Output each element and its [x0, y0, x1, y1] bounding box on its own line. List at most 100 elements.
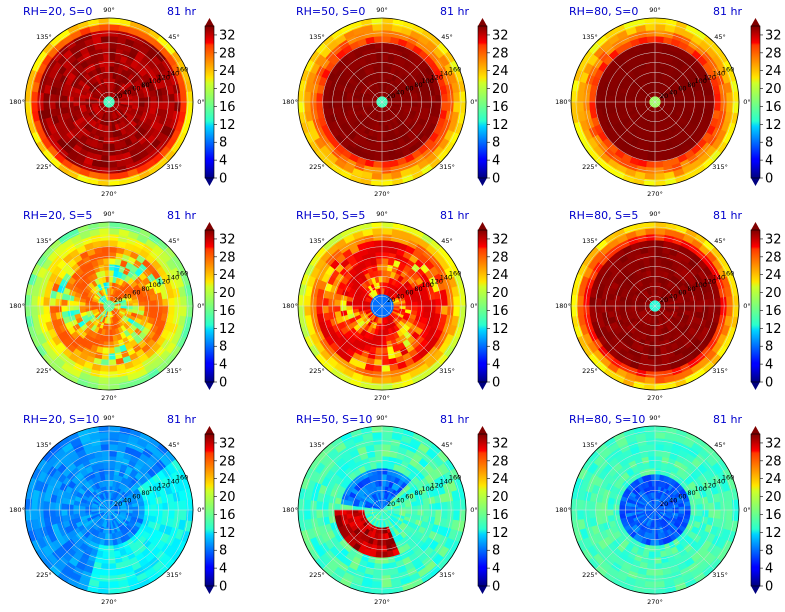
angle-tick-label: 135°	[582, 237, 598, 245]
angle-tick-label: 90°	[649, 6, 661, 14]
colorbar-tick-label: 16	[219, 304, 236, 319]
heatmap-cell	[144, 509, 152, 516]
colorbar-tick-label: 4	[219, 358, 227, 373]
colorbar-tick-label: 4	[492, 154, 500, 169]
panel-time-label: 81 hr	[713, 209, 742, 222]
heatmap-cell	[126, 509, 134, 514]
heatmap-cell	[84, 98, 92, 103]
heatmap-cell	[156, 94, 164, 103]
heatmap-cell	[381, 263, 388, 271]
angle-tick-label: 315°	[712, 367, 728, 375]
heatmap-cell	[423, 101, 431, 109]
colorbar-tick-label: 8	[765, 340, 773, 355]
heatmap-cell	[66, 96, 74, 103]
colorbar-tick-label: 32	[765, 28, 782, 43]
radial-tick-label: 40	[669, 88, 677, 96]
heatmap-cell	[650, 125, 656, 133]
heatmap-cell	[654, 65, 661, 73]
colorbar-tick-label: 24	[219, 268, 236, 283]
heatmap-cell	[101, 455, 110, 463]
heatmap-cell	[84, 506, 92, 511]
heatmap-cell	[654, 239, 664, 247]
panel-title: RH=80, S=0	[569, 5, 638, 18]
heatmap-cell	[104, 125, 110, 133]
heatmap-cell	[150, 509, 158, 517]
heatmap-cell	[588, 297, 596, 307]
heatmap-cell	[357, 302, 365, 307]
grid-spoke	[49, 101, 110, 162]
radial-tick-label: 140	[440, 70, 452, 78]
heatmap-cell	[381, 23, 393, 31]
heatmap-cell	[405, 101, 413, 107]
colorbar-outline	[204, 25, 215, 179]
heatmap-cell	[108, 443, 118, 451]
heatmap-cell	[381, 257, 389, 265]
heatmap-cell	[150, 305, 158, 313]
colorbar-tick-label: 20	[765, 82, 782, 97]
heatmap-cell	[696, 101, 704, 109]
angle-tick-label: 270°	[647, 190, 663, 198]
heatmap-cell	[647, 353, 656, 361]
colorbar-fill	[205, 26, 214, 178]
polar-panel-7: 0°45°90°135°180°225°270°315°20 40 60 801001…	[9, 413, 235, 606]
heatmap-cell	[381, 71, 387, 79]
heatmap-cell	[42, 297, 50, 307]
heatmap-cell	[684, 305, 692, 312]
heatmap-cell	[576, 295, 584, 307]
colorbar-extend-bottom	[478, 178, 487, 186]
panel-time-label: 81 hr	[440, 5, 469, 18]
angle-tick-label: 180°	[282, 98, 298, 106]
heatmap-cell	[714, 101, 722, 111]
heatmap-cell	[378, 119, 383, 127]
grid-spoke	[108, 101, 169, 162]
angle-tick-label: 90°	[103, 6, 115, 14]
colorbar-tick-label: 0	[492, 172, 500, 187]
colorbar-tick-label: 24	[765, 268, 782, 283]
heatmap-cell	[108, 257, 116, 265]
heatmap-cell	[441, 297, 449, 307]
heatmap-cell	[441, 101, 449, 111]
heatmap-cell	[168, 501, 176, 511]
heatmap-cell	[108, 353, 117, 361]
heatmap-cell	[630, 98, 638, 103]
heatmap-cell	[649, 131, 656, 139]
heatmap-cell	[156, 502, 164, 511]
radial-tick-label: 160	[722, 270, 734, 278]
heatmap-cell	[672, 101, 680, 106]
heatmap-cell	[101, 149, 110, 157]
heatmap-cell	[30, 499, 38, 511]
angle-tick-label: 135°	[36, 237, 52, 245]
colorbar-tick-label: 8	[765, 136, 773, 151]
heatmap-cell	[144, 101, 152, 108]
heatmap-cell	[144, 305, 152, 312]
heatmap-cell	[54, 94, 62, 103]
heatmap-cell	[429, 305, 437, 314]
angle-tick-label: 135°	[36, 33, 52, 41]
heatmap-cell	[377, 125, 383, 133]
colorbar-extend-bottom	[478, 382, 487, 390]
radial-tick-label: 160	[449, 66, 461, 74]
colorbar-tick-label: 32	[765, 232, 782, 247]
heatmap-cell	[168, 93, 176, 103]
heatmap-cell	[417, 101, 425, 108]
heatmap-cell	[588, 305, 596, 315]
heatmap-cell	[399, 101, 407, 106]
heatmap-cell	[381, 251, 390, 259]
heatmap-cell	[654, 47, 663, 55]
angle-tick-label: 0°	[470, 98, 477, 106]
heatmap-cell	[702, 298, 710, 307]
colorbar-extend-top	[478, 18, 487, 26]
heatmap-cell	[132, 509, 140, 515]
heatmap-cell	[108, 71, 114, 79]
colorbar-fill	[205, 230, 214, 382]
polar-frame	[297, 17, 467, 187]
colorbar-tick-label: 28	[219, 46, 236, 61]
colorbar-extend-bottom	[205, 178, 214, 186]
panel-time-label: 81 hr	[167, 5, 196, 18]
radial-tick-label: 40	[396, 292, 404, 300]
heatmap-cell	[654, 263, 661, 271]
heatmap-cell	[453, 305, 461, 317]
heatmap-cell	[381, 35, 391, 43]
heatmap-cell	[600, 305, 608, 314]
radial-tick-label: 20	[660, 92, 668, 100]
